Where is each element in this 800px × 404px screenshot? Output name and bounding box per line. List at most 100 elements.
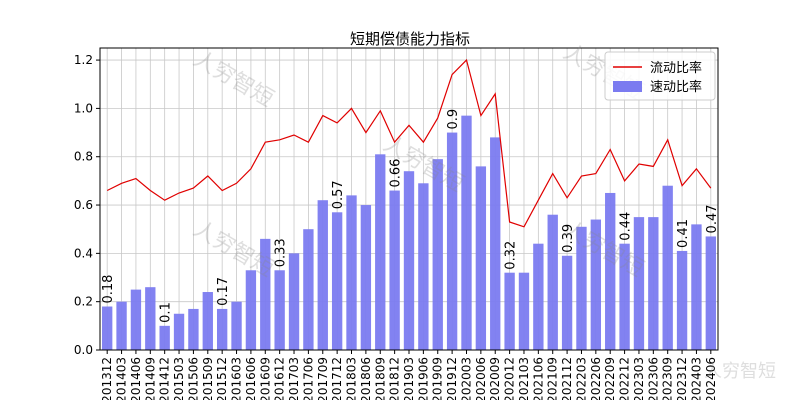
quick-ratio-bar [590,219,602,350]
bar-data-label: 0.33 [274,238,289,267]
y-tick-label: 0.8 [74,150,93,164]
x-tick-label: 201706 [301,357,315,400]
quick-ratio-bar [418,183,429,350]
quick-ratio-bar [691,224,702,350]
x-tick-label: 201612 [273,357,287,400]
legend: 流动比率 速动比率 [604,51,716,101]
y-tick-label: 0.2 [74,295,93,309]
bar-data-label: 0.57 [331,180,346,209]
x-tick-label: 202312 [675,357,689,400]
x-tick-label: 202012 [503,357,517,400]
x-tick-label: 202212 [618,357,632,400]
x-tick-label: 201412 [158,357,172,400]
quick-ratio-bar [403,171,415,350]
quick-ratio-bar [648,217,659,350]
x-tick-label: 201606 [244,357,258,400]
quick-ratio-bar [303,229,314,350]
x-tick-label: 202103 [517,357,531,400]
plot-frame [99,47,719,351]
x-tick-label: 201903 [402,357,416,400]
x-tick-label: 202003 [459,357,473,400]
quick-ratio-bar [360,205,372,350]
y-tick-label: 0.6 [74,198,93,212]
quick-ratio-bar [490,137,501,350]
quick-ratio-bar [633,217,645,350]
x-tick-label: 202403 [689,357,703,400]
x-tick-label: 201709 [316,357,330,400]
x-tick-label: 202209 [603,357,617,400]
x-tick-label: 201503 [172,357,186,400]
bar-data-label: 0.1 [159,302,174,323]
quick-ratio-bar [145,287,156,350]
x-tick-label: 201912 [445,357,459,400]
x-tick-label: 201509 [201,357,215,400]
quick-ratio-bar [188,308,199,350]
x-tick-label: 201803 [345,357,359,400]
quick-ratio-bar [605,192,616,350]
x-tick-label: 201403 [115,357,129,400]
x-tick-label: 202006 [474,357,488,400]
x-tick-label: 202206 [589,357,603,400]
quick-ratio-bar [375,154,386,350]
quick-ratio-bar [102,306,113,350]
x-tick-label: 201512 [215,357,229,400]
quick-ratio-bar [547,214,558,350]
quick-ratio-bar [705,236,716,350]
quick-ratio-bar [231,301,242,350]
x-tick-label: 202106 [531,357,545,400]
x-tick-label: 202112 [560,357,574,400]
quick-ratio-bar [561,255,573,350]
quick-ratio-bar [676,250,688,350]
quick-ratio-bar [173,313,185,350]
bar-data-label: 0.9 [446,109,461,130]
quick-ratio-bar [130,289,142,350]
bar-data-label: 0.41 [676,219,691,248]
x-tick-label: 202309 [661,357,675,400]
axes: 0.0 0.2 0.4 0.6 0.8 1.0 1.2 201312 201403 201406 2… [74,47,719,403]
x-tick-label: 202406 [704,357,718,400]
line-series [106,58,712,228]
quick-ratio-bar [576,226,587,350]
bar-data-label: 0.18 [101,275,116,304]
x-tick-label: 202303 [632,357,646,400]
quick-ratio-bar [216,308,228,350]
quick-ratio-bar [533,243,544,350]
bar-data-label: 0.39 [561,224,576,253]
quick-ratio-bar [346,195,357,350]
x-tick-label: 201809 [373,357,387,400]
quick-ratio-bar [260,238,271,350]
quick-ratio-bar [288,253,300,350]
quick-ratio-bar [619,243,630,350]
x-tick-label: 201506 [186,357,200,400]
quick-ratio-bar [245,270,257,350]
x-tick-label: 202009 [488,357,502,400]
y-tick-label: 1.2 [74,53,93,67]
quick-ratio-bar [504,272,515,350]
x-tick-label: 201609 [258,357,272,400]
quick-ratio-bar [475,166,487,350]
y-tick-label: 1.0 [74,101,93,115]
chart-title: 短期偿债能力指标 [350,30,470,48]
bar-data-label: 0.47 [705,204,720,233]
x-tick-label: 201909 [431,357,445,400]
x-tick-label: 201806 [359,357,373,400]
quick-ratio-bar [446,132,458,350]
quick-ratio-bar [331,212,343,350]
quick-ratio-bar [116,301,127,350]
quick-ratio-bar [202,292,213,350]
x-tick-label: 202203 [574,357,588,400]
x-tick-label: 202109 [546,357,560,400]
x-tick-label: 201406 [129,357,143,400]
bar-series [102,115,716,350]
quick-ratio-bar [159,325,170,350]
quick-ratio-bar [461,115,472,350]
y-tick-label: 0.0 [74,343,93,357]
y-tick-label: 0.4 [74,246,93,260]
current-ratio-line [106,58,712,228]
x-tick-label: 201812 [388,357,402,400]
legend-bar-swatch [613,81,642,92]
quick-ratio-bar [662,185,673,350]
x-tick-label: 201312 [100,357,114,400]
